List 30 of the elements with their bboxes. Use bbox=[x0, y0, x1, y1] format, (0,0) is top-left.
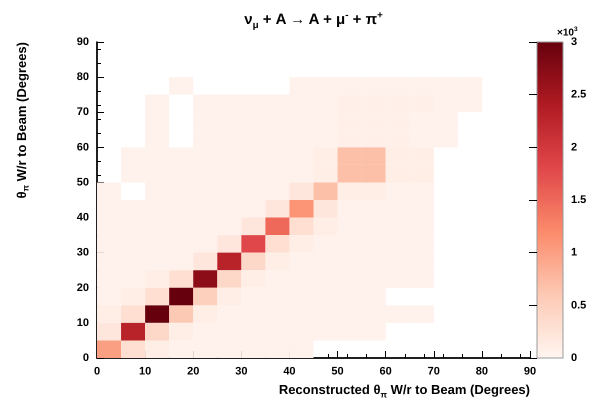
color-bar-label: 0 bbox=[571, 352, 578, 364]
color-bar-label: 3 bbox=[571, 36, 578, 48]
y-tick-label: 40 bbox=[76, 212, 89, 224]
y-tick-label: 90 bbox=[76, 36, 89, 48]
text: ×10$^{3}$ bbox=[557, 26, 578, 38]
y-tick-label: 20 bbox=[76, 282, 89, 294]
y-tick-label: 10 bbox=[76, 316, 89, 329]
x-tick-label: 0 bbox=[94, 366, 100, 378]
chart-title: ν$_{μ}$ + A → A + μ$^{-}$ + π$^{+}$ bbox=[243, 10, 384, 31]
x-tick-label: 10 bbox=[138, 366, 152, 378]
y-tick-label: 60 bbox=[76, 141, 89, 154]
x-tick-label: 70 bbox=[428, 366, 440, 378]
y-tick-label: 50 bbox=[76, 176, 89, 188]
color-bar-label: 1 bbox=[571, 246, 578, 259]
x-tick-label: 30 bbox=[235, 366, 248, 378]
y-tick-label: 70 bbox=[76, 106, 89, 118]
y-tick-label: 0 bbox=[82, 352, 89, 364]
color-bar-label: 0.5 bbox=[571, 299, 586, 312]
x-tick-label: 40 bbox=[283, 366, 296, 378]
x-tick-label: 60 bbox=[380, 366, 392, 378]
color-bar-label: 1.5 bbox=[571, 194, 586, 206]
x-axis-title: Reconstructed θ$_{π}$ W/r to Beam (Degrees) bbox=[278, 382, 530, 400]
color-bar-label: 2.5 bbox=[571, 88, 586, 101]
x-tick-label: 20 bbox=[187, 366, 200, 378]
color-bar-label: 2 bbox=[571, 141, 578, 154]
x-tick-label: 50 bbox=[331, 366, 344, 378]
y-tick-label: 80 bbox=[76, 71, 89, 84]
x-tick-label: 90 bbox=[524, 366, 536, 378]
x-tick-label: 80 bbox=[476, 366, 488, 378]
y-tick-label: 30 bbox=[76, 246, 89, 259]
